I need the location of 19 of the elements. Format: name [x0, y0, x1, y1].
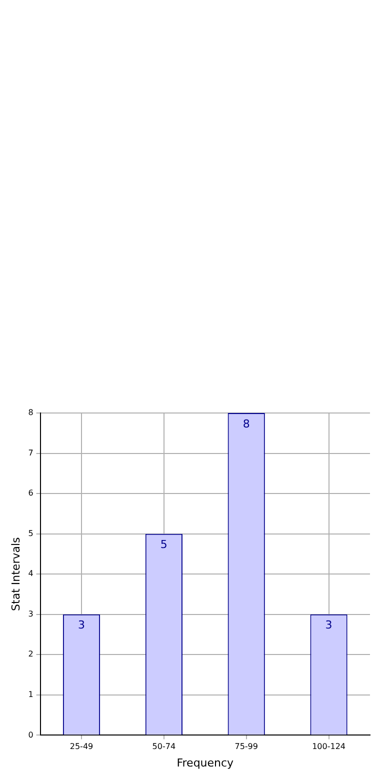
- y-tick-label: 0: [28, 730, 34, 740]
- x-axis-title: Frequency: [176, 756, 234, 770]
- x-tick-label: 25-49: [70, 742, 94, 752]
- y-tick-label: 3: [28, 609, 34, 618]
- y-tick-label: 8: [28, 408, 34, 418]
- y-tick-label: 1: [28, 690, 34, 700]
- y-tick-label: 2: [28, 650, 34, 659]
- y-axis-title: Stat Intervals: [9, 536, 22, 611]
- data-label: 3: [325, 618, 332, 632]
- x-tick-label: 75-99: [234, 742, 258, 752]
- x-tick-label: 50-74: [152, 742, 176, 752]
- data-label: 8: [242, 417, 250, 430]
- y-tick-label: 7: [28, 448, 34, 458]
- data-label: 3: [78, 618, 86, 632]
- y-tick-label: 4: [28, 569, 34, 578]
- x-tick-label: 100-124: [312, 742, 346, 752]
- y-tick-label: 6: [28, 488, 34, 498]
- data-label: 5: [160, 538, 168, 552]
- y-tick-label: 5: [28, 528, 34, 538]
